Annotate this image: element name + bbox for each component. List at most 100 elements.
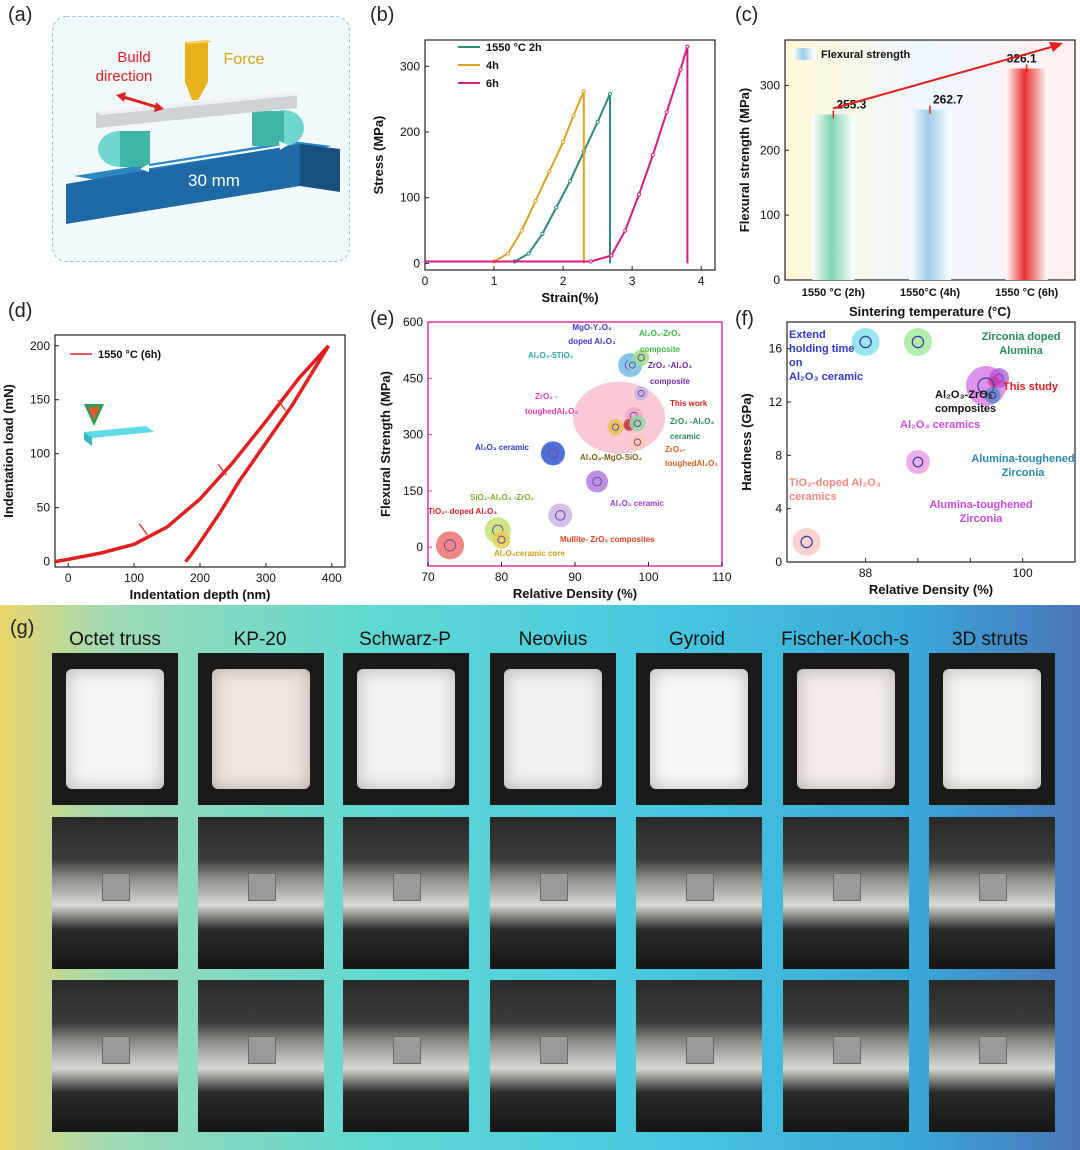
x-tick-label: 0 — [65, 571, 72, 585]
data-marker — [592, 476, 602, 487]
label-atz1-2: Zirconia — [1002, 467, 1046, 479]
title-gyroid: Gyroid — [669, 629, 725, 650]
legend-swatch — [793, 48, 815, 60]
data-point — [567, 179, 573, 184]
label-this-work: This work — [670, 399, 708, 408]
data-point — [650, 152, 655, 158]
specimen — [797, 669, 895, 789]
label-extend-2: on — [789, 357, 803, 369]
data-point — [634, 386, 649, 401]
data-point — [533, 198, 538, 204]
specimen-under-load — [686, 873, 714, 901]
specimen-under-load — [248, 873, 276, 901]
data-marker — [800, 535, 813, 549]
y-tick-label: 300 — [400, 59, 420, 73]
specimen — [650, 669, 748, 789]
data-point — [505, 251, 510, 256]
legend-label: 6h — [486, 78, 499, 90]
data-marker — [912, 456, 924, 468]
trend-arrowhead — [1049, 42, 1063, 52]
specimen-under-load — [540, 873, 568, 901]
x-tick-label: 1550 °C (6h) — [995, 287, 1058, 299]
data-point — [519, 228, 524, 233]
data-marker — [628, 361, 636, 369]
y-tick-label: 200 — [400, 125, 420, 139]
label-core: Al₂O₃ceramic core — [494, 549, 565, 558]
title-octet-truss: Octet truss — [69, 629, 161, 650]
chart-e-flexural-density: 70 80 90 100 110 0 150 300 450 600 Relative Densit… — [378, 315, 732, 601]
data-point — [623, 228, 628, 233]
y-axis-label: Hardness (GPa) — [739, 393, 754, 491]
label-atz1: Alumina-toughened — [971, 453, 1074, 465]
data-point — [607, 419, 624, 436]
base-block-front — [66, 144, 300, 224]
span-label: 30 mm — [188, 171, 240, 190]
label-almg: Al₂O₃-MgO-SiO₂ — [580, 453, 642, 462]
y-tick-label: 450 — [403, 371, 423, 385]
y-tick-label: 100 — [760, 208, 780, 222]
data-point — [905, 450, 930, 474]
indenter-tip-inner — [88, 407, 100, 420]
x-axis-label: Relative Density (%) — [513, 586, 637, 601]
photo-0-5 — [783, 653, 909, 805]
label-tial: TiO₂- doped Al₂O₃ — [428, 507, 497, 516]
data-marker — [547, 448, 559, 459]
y-axis-label: Flexural Strength (MPa) — [378, 371, 393, 517]
y-tick-label: 100 — [400, 191, 420, 205]
label-tio2-2: ceramics — [789, 491, 837, 503]
specimen-under-load — [686, 1036, 714, 1064]
data-point — [571, 113, 576, 118]
label-atz2-2: Zirconia — [960, 513, 1004, 525]
data-marker — [637, 353, 645, 362]
x-axis-label: Sintering temperature (°C) — [849, 304, 1011, 319]
data-point — [678, 67, 683, 72]
panel-label-b: (b) — [370, 4, 395, 26]
photo-1-0 — [52, 817, 178, 969]
series-line-2 — [425, 46, 689, 264]
label-extend-1: holding time — [789, 343, 854, 355]
series-line-0 — [425, 93, 611, 264]
data-point — [636, 192, 642, 197]
data-marker — [611, 423, 620, 431]
legend-label: 1550 °C 2h — [486, 42, 542, 54]
data-point — [581, 89, 586, 94]
panel-label-c: (c) — [735, 4, 759, 26]
photo-2-3 — [490, 980, 616, 1132]
label-mgo: MgO-Y₂O₃ — [572, 323, 612, 332]
data-marker — [859, 335, 872, 349]
panel-a-schematic: Build direction Force 30 mm — [52, 16, 350, 262]
data-marker — [497, 535, 506, 544]
data-point — [595, 120, 600, 125]
plot-frame — [54, 334, 346, 568]
x-tick-label: 200 — [190, 571, 210, 585]
photo-2-5 — [783, 980, 909, 1132]
label-alcer: Al₂O₃ ceramic — [475, 443, 529, 452]
x-tick-label: 100 — [638, 570, 658, 584]
data-point — [609, 253, 614, 258]
label-extend-0: Extend — [789, 329, 826, 341]
direction-arrow — [138, 523, 148, 535]
photo-2-1 — [198, 980, 324, 1132]
label-mgo-2: doped Al₂O₃ — [568, 337, 616, 346]
y-tick-label: 300 — [403, 428, 423, 442]
label-extend-3: Al₂O₃ ceramic — [789, 371, 863, 383]
label-alzr: Al₂O₃-ZrO₂ — [935, 389, 993, 401]
panel-label-a: (a) — [8, 4, 33, 26]
legend-label: 1550 °C (6h) — [98, 349, 161, 361]
specimen-beam — [96, 92, 297, 128]
x-tick-label: 3 — [629, 274, 636, 288]
specimen — [66, 669, 164, 789]
y-tick-label: 300 — [760, 78, 780, 92]
data-point — [851, 328, 880, 356]
specimen-under-load — [393, 1036, 421, 1064]
y-tick-label: 12 — [769, 395, 783, 409]
x-tick-label: 70 — [421, 570, 435, 584]
photo-0-0 — [52, 653, 178, 805]
title-fischer-koch: Fischer-Koch-s — [781, 629, 909, 650]
y-tick-label: 150 — [403, 484, 423, 498]
label-zral: ZrO₂ -Al₂O₃ — [648, 361, 692, 370]
y-axis-label: Flexural strength (MPa) — [737, 88, 752, 232]
y-tick-label: 0 — [413, 256, 420, 270]
specimen-under-load — [393, 873, 421, 901]
